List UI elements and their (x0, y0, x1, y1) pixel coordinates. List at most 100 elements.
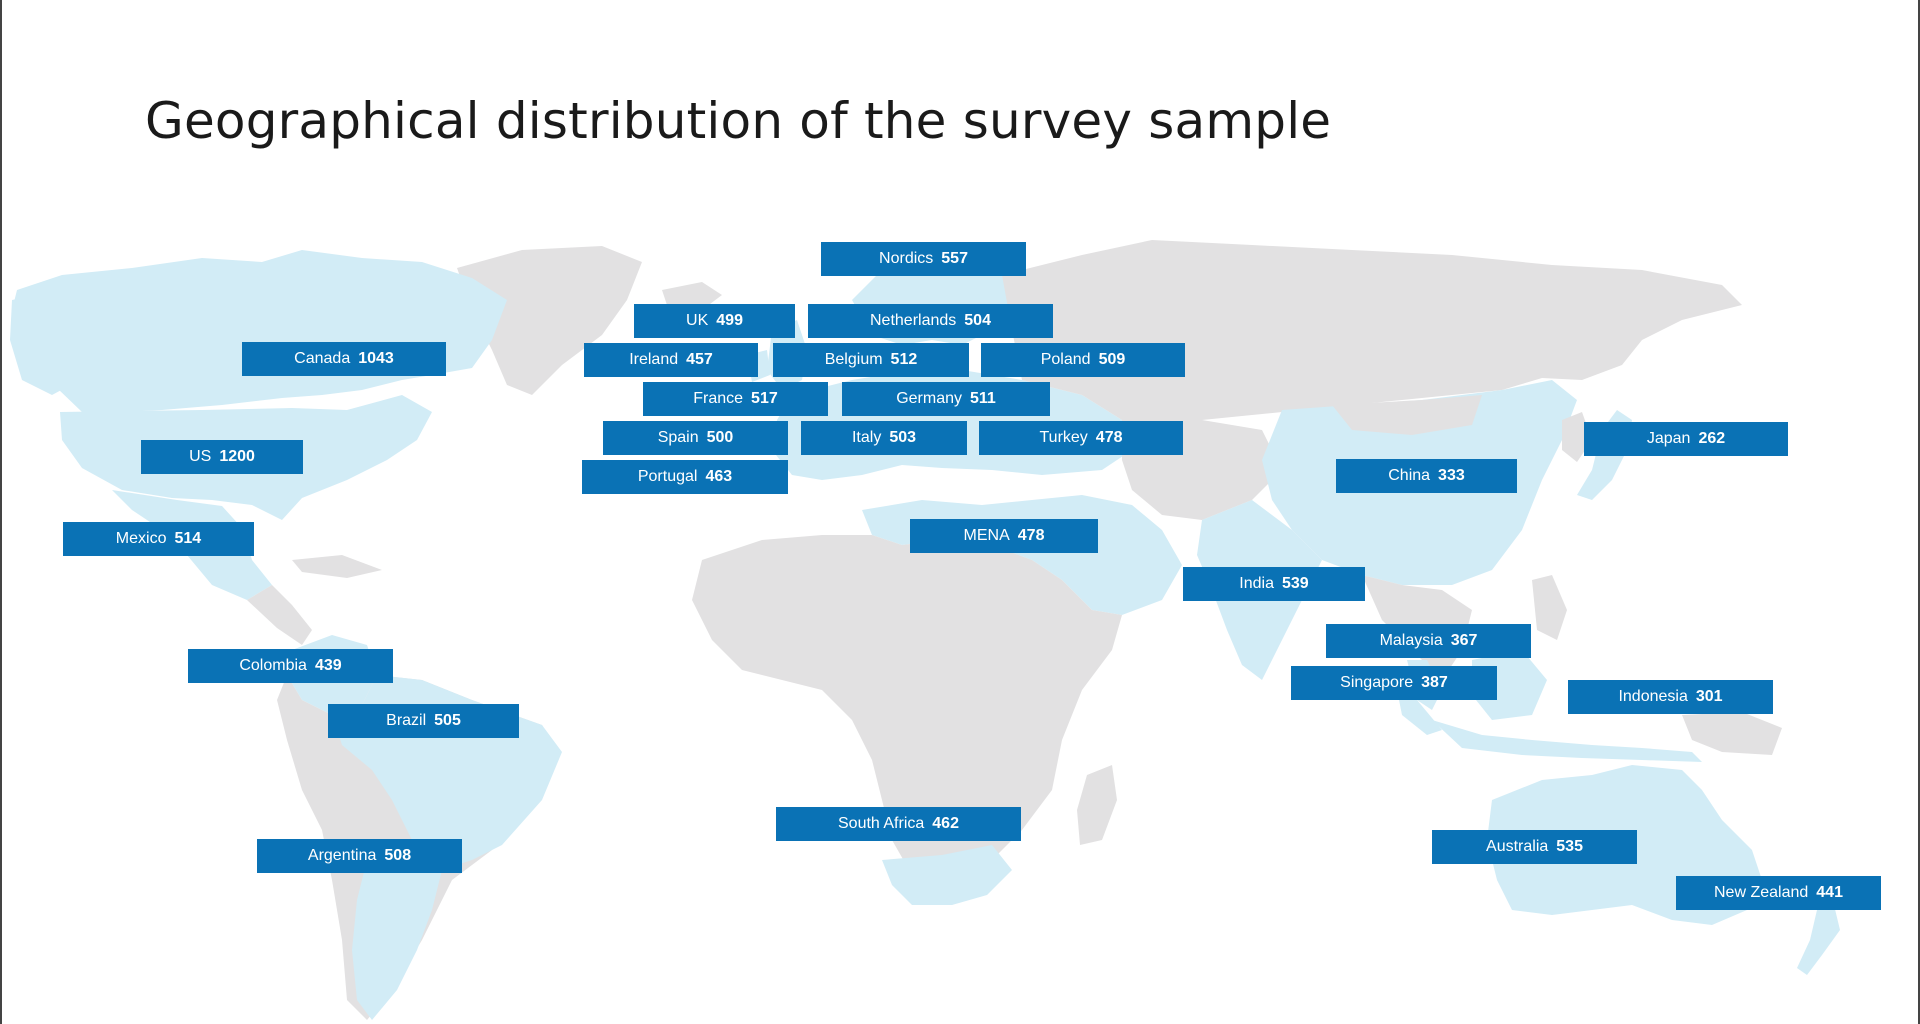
map-new-zealand (1797, 905, 1840, 975)
region-count: 539 (1282, 575, 1309, 592)
region-count: 500 (706, 429, 734, 446)
region-name: Colombia (239, 657, 307, 674)
region-name: Japan (1646, 430, 1691, 447)
region-name: New Zealand (1714, 884, 1809, 901)
region-name: Portugal (637, 468, 698, 485)
region-label-china: China 333 (1336, 459, 1517, 493)
page-title: Geographical distribution of the survey … (145, 92, 1332, 150)
map-sumatra (1397, 690, 1442, 735)
region-label-poland: Poland 509 (981, 343, 1185, 377)
region-label-canada: Canada 1043 (242, 342, 446, 376)
region-count: 508 (384, 847, 412, 864)
region-name: Mexico (115, 530, 167, 547)
region-name: Italy (851, 429, 882, 446)
region-name: Netherlands (870, 312, 957, 329)
region-name: India (1239, 575, 1274, 592)
region-count: 509 (1098, 351, 1126, 368)
region-label-malaysia: Malaysia 367 (1326, 624, 1531, 658)
region-label-mexico: Mexico 514 (63, 522, 254, 556)
region-count: 262 (1698, 430, 1726, 447)
region-count: 367 (1450, 632, 1478, 649)
region-count: 462 (932, 815, 959, 832)
region-label-france: France 517 (643, 382, 828, 416)
region-count: 504 (964, 312, 991, 329)
region-count: 1043 (358, 350, 394, 367)
region-name: US (189, 448, 212, 465)
region-label-australia: Australia 535 (1432, 830, 1637, 864)
map-new-guinea (1682, 712, 1782, 755)
region-count: 517 (751, 390, 778, 407)
region-count: 463 (705, 468, 733, 485)
region-name: UK (686, 312, 709, 329)
region-name: Nordics (879, 250, 934, 267)
map-philippines (1532, 575, 1567, 640)
region-count: 505 (434, 712, 461, 729)
region-count: 499 (716, 312, 743, 329)
region-label-germany: Germany 511 (842, 382, 1050, 416)
region-count: 387 (1421, 674, 1448, 691)
region-name: China (1388, 467, 1431, 484)
region-name: Indonesia (1618, 688, 1688, 705)
map-greenland (457, 246, 642, 395)
region-label-new-zealand: New Zealand 441 (1676, 876, 1881, 910)
region-label-india: India 539 (1183, 567, 1365, 601)
region-label-turkey: Turkey 478 (979, 421, 1183, 455)
region-count: 503 (889, 429, 917, 446)
map-argentina (352, 860, 442, 1020)
region-count: 557 (941, 250, 968, 267)
region-name: Ireland (629, 351, 679, 368)
map-iceland (662, 282, 722, 310)
region-label-japan: Japan 262 (1584, 422, 1788, 456)
region-count: 457 (686, 351, 713, 368)
map-madagascar (1077, 765, 1117, 845)
region-label-us: US 1200 (141, 440, 303, 474)
region-label-indonesia: Indonesia 301 (1568, 680, 1773, 714)
region-name: Germany (896, 390, 962, 407)
map-south-africa (882, 845, 1012, 905)
region-label-ireland: Ireland 457 (584, 343, 758, 377)
region-label-nordics: Nordics 557 (821, 242, 1026, 276)
region-label-uk: UK 499 (634, 304, 795, 338)
region-label-mena: MENA 478 (910, 519, 1098, 553)
region-name: Argentina (307, 847, 377, 864)
map-africa (692, 535, 1122, 880)
region-count: 535 (1556, 838, 1583, 855)
map-mongolia (1332, 395, 1482, 435)
region-name: Belgium (824, 351, 883, 368)
region-label-portugal: Portugal 463 (582, 460, 788, 494)
region-label-south-africa: South Africa 462 (776, 807, 1021, 841)
region-name: France (693, 390, 744, 407)
region-name: Spain (657, 429, 699, 446)
region-count: 512 (890, 351, 918, 368)
region-name: Singapore (1340, 674, 1414, 691)
region-label-spain: Spain 500 (603, 421, 788, 455)
region-label-colombia: Colombia 439 (188, 649, 393, 683)
map-indonesia (1432, 720, 1702, 762)
map-russia (1002, 240, 1742, 425)
region-label-brazil: Brazil 505 (328, 704, 519, 738)
region-count: 301 (1695, 688, 1723, 705)
region-name: MENA (963, 527, 1010, 544)
map-caribbean (292, 555, 382, 578)
region-count: 478 (1017, 527, 1045, 544)
region-count: 511 (969, 390, 996, 407)
region-name: Malaysia (1379, 632, 1443, 649)
region-label-belgium: Belgium 512 (773, 343, 969, 377)
region-label-singapore: Singapore 387 (1291, 666, 1497, 700)
region-name: Turkey (1039, 429, 1088, 446)
map-alaska (10, 290, 87, 395)
map-central-america (247, 585, 312, 645)
region-count: 514 (174, 530, 202, 547)
region-name: Australia (1486, 838, 1549, 855)
region-count: 441 (1816, 884, 1843, 901)
region-count: 333 (1438, 467, 1465, 484)
region-name: Canada (294, 350, 351, 367)
region-name: Brazil (386, 712, 427, 729)
region-label-netherlands: Netherlands 504 (808, 304, 1053, 338)
region-label-italy: Italy 503 (801, 421, 967, 455)
region-count: 478 (1095, 429, 1123, 446)
region-count: 439 (314, 657, 342, 674)
region-name: Poland (1040, 351, 1091, 368)
region-count: 1200 (219, 448, 255, 465)
